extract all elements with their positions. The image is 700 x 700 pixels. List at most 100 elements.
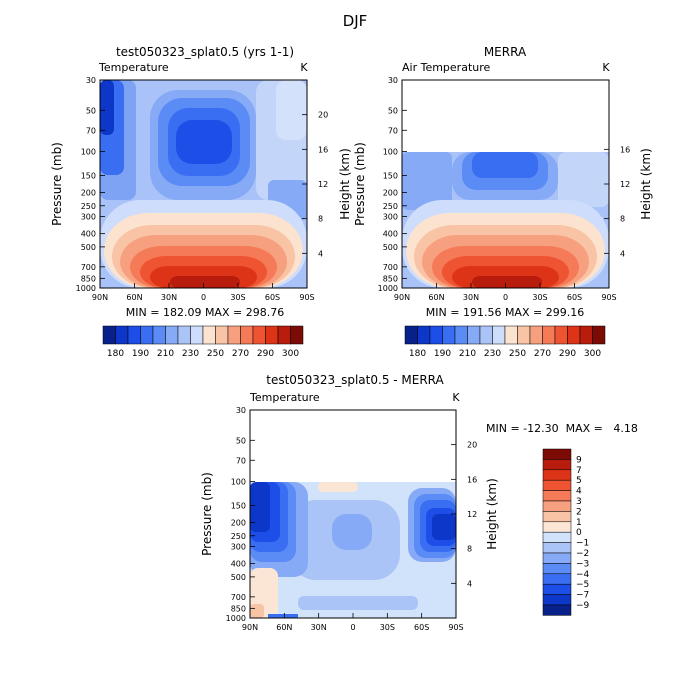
contour-band-8 <box>472 276 542 288</box>
panel-units: K <box>300 61 308 74</box>
colorbar-swatch <box>429 325 443 345</box>
colorbar-swatch <box>542 511 572 523</box>
height-tick-label: 8 <box>620 215 625 224</box>
stats-label: MIN = 182.09 MAX = 298.76 <box>126 306 284 319</box>
pressure-tick-label: 30 <box>388 76 398 85</box>
height-tick-label: 12 <box>620 180 630 189</box>
latitude-axis: 90N 60N 30N 0 30S 60S 90S <box>92 283 315 302</box>
colorbar-label: 270 <box>534 349 551 359</box>
pressure-tick-label: 70 <box>236 456 246 465</box>
latitude-tick-label: 90N <box>92 293 108 302</box>
pressure-tick-label: 500 <box>383 243 398 252</box>
height-tick-label: 20 <box>467 441 477 450</box>
pressure-tick-label: 100 <box>383 147 398 156</box>
colorbar-label: 290 <box>559 349 576 359</box>
pressure-tick-label: 1000 <box>378 284 398 293</box>
pressure-tick-label: 400 <box>231 560 246 569</box>
panel-model-temperature: test050323_splat0.5 (yrs 1-1) Temperatur… <box>50 45 352 359</box>
pressure-tick-label: 1000 <box>76 284 96 293</box>
latitude-tick-label: 90N <box>242 623 258 632</box>
latitude-tick-label: 90N <box>394 293 410 302</box>
pressure-tick-label: 850 <box>231 604 246 613</box>
colorbar-label: 7 <box>576 466 582 476</box>
height-tick-label: 16 <box>467 475 477 484</box>
latitude-tick-label: 60S <box>567 293 582 302</box>
pressure-tick-label: 70 <box>388 126 398 135</box>
height-tick-label: 4 <box>620 249 625 258</box>
colorbar-label: 0 <box>576 528 582 538</box>
latitude-tick-label: 30S <box>230 293 245 302</box>
colorbar-swatch <box>252 325 266 345</box>
height-tick-label: 4 <box>318 249 323 258</box>
latitude-tick-label: 60S <box>265 293 280 302</box>
y2-axis-label: Height (km) <box>639 148 653 219</box>
contour-surface-cold <box>268 614 298 618</box>
pressure-tick-label: 700 <box>231 593 246 602</box>
colorbar-swatch <box>517 325 531 345</box>
colorbar-label: −2 <box>576 549 589 559</box>
colorbar-swatch <box>542 594 572 606</box>
height-tick-label: 8 <box>467 545 472 554</box>
plot-area <box>99 79 308 289</box>
colorbar: 180 190 210 230 250 270 290 300 <box>404 325 606 359</box>
latitude-axis: 90N 60N 30N 0 30S 60S 90S <box>394 283 617 302</box>
colorbar-swatch <box>454 325 468 345</box>
pressure-tick-label: 400 <box>383 230 398 239</box>
colorbar-swatch <box>542 573 572 585</box>
pressure-tick-label: 700 <box>81 263 96 272</box>
colorbar-label: −7 <box>576 591 589 601</box>
colorbar-swatch <box>542 459 572 471</box>
contour-left-mid <box>402 152 452 210</box>
colorbar-label: 3 <box>576 497 582 507</box>
colorbar-swatch <box>265 325 279 345</box>
pressure-tick-label: 50 <box>86 106 96 115</box>
panel-units: K <box>452 391 460 404</box>
height-tick-label: 16 <box>620 145 630 154</box>
height-tick-label: 12 <box>467 510 477 519</box>
pressure-tick-label: 100 <box>81 147 96 156</box>
panel-units: K <box>602 61 610 74</box>
colorbar-label: −1 <box>576 539 589 549</box>
colorbar-label: 300 <box>584 349 601 359</box>
colorbar-swatch <box>479 325 493 345</box>
colorbar-swatch <box>567 325 581 345</box>
colorbar-swatch <box>542 583 572 595</box>
height-axis: 16 12 8 4 <box>604 145 630 258</box>
colorbar-swatch <box>542 604 572 616</box>
pressure-tick-label: 50 <box>236 436 246 445</box>
colorbar-swatch <box>554 325 568 345</box>
colorbar-swatch <box>202 325 216 345</box>
latitude-tick-label: 60N <box>428 293 444 302</box>
colorbar-swatch <box>579 325 593 345</box>
y-axis-label: Pressure (mb) <box>200 472 214 556</box>
panel-merra-temperature: MERRA Air Temperature K 30 50 70 100 150 200 2… <box>353 45 653 359</box>
panel-variable: Temperature <box>249 391 320 404</box>
pressure-tick-label: 300 <box>383 213 398 222</box>
latitude-tick-label: 60N <box>276 623 292 632</box>
colorbar-swatch <box>290 325 304 345</box>
colorbar-swatch <box>592 325 606 345</box>
contour-right-lighter <box>276 80 307 140</box>
pressure-tick-label: 300 <box>231 543 246 552</box>
colorbar-label: −5 <box>576 580 589 590</box>
latitude-tick-label: 30S <box>532 293 547 302</box>
colorbar-swatch <box>542 325 556 345</box>
colorbar-label: 190 <box>132 349 149 359</box>
contour-neg-1-mid-inner <box>332 514 372 550</box>
pressure-tick-label: 250 <box>383 202 398 211</box>
pressure-tick-label: 400 <box>81 230 96 239</box>
colorbar-swatch <box>542 490 572 502</box>
height-axis: 20 16 12 8 4 <box>302 111 328 258</box>
colorbar-swatch <box>102 325 116 345</box>
panel-title: test050323_splat0.5 (yrs 1-1) <box>116 45 294 59</box>
pressure-tick-label: 850 <box>383 274 398 283</box>
stats-label: MIN = 191.56 MAX = 299.16 <box>426 306 584 319</box>
colorbar-swatch <box>442 325 456 345</box>
pressure-tick-label: 30 <box>86 76 96 85</box>
height-tick-label: 4 <box>467 579 472 588</box>
contour-cold-core-4 <box>176 120 232 164</box>
